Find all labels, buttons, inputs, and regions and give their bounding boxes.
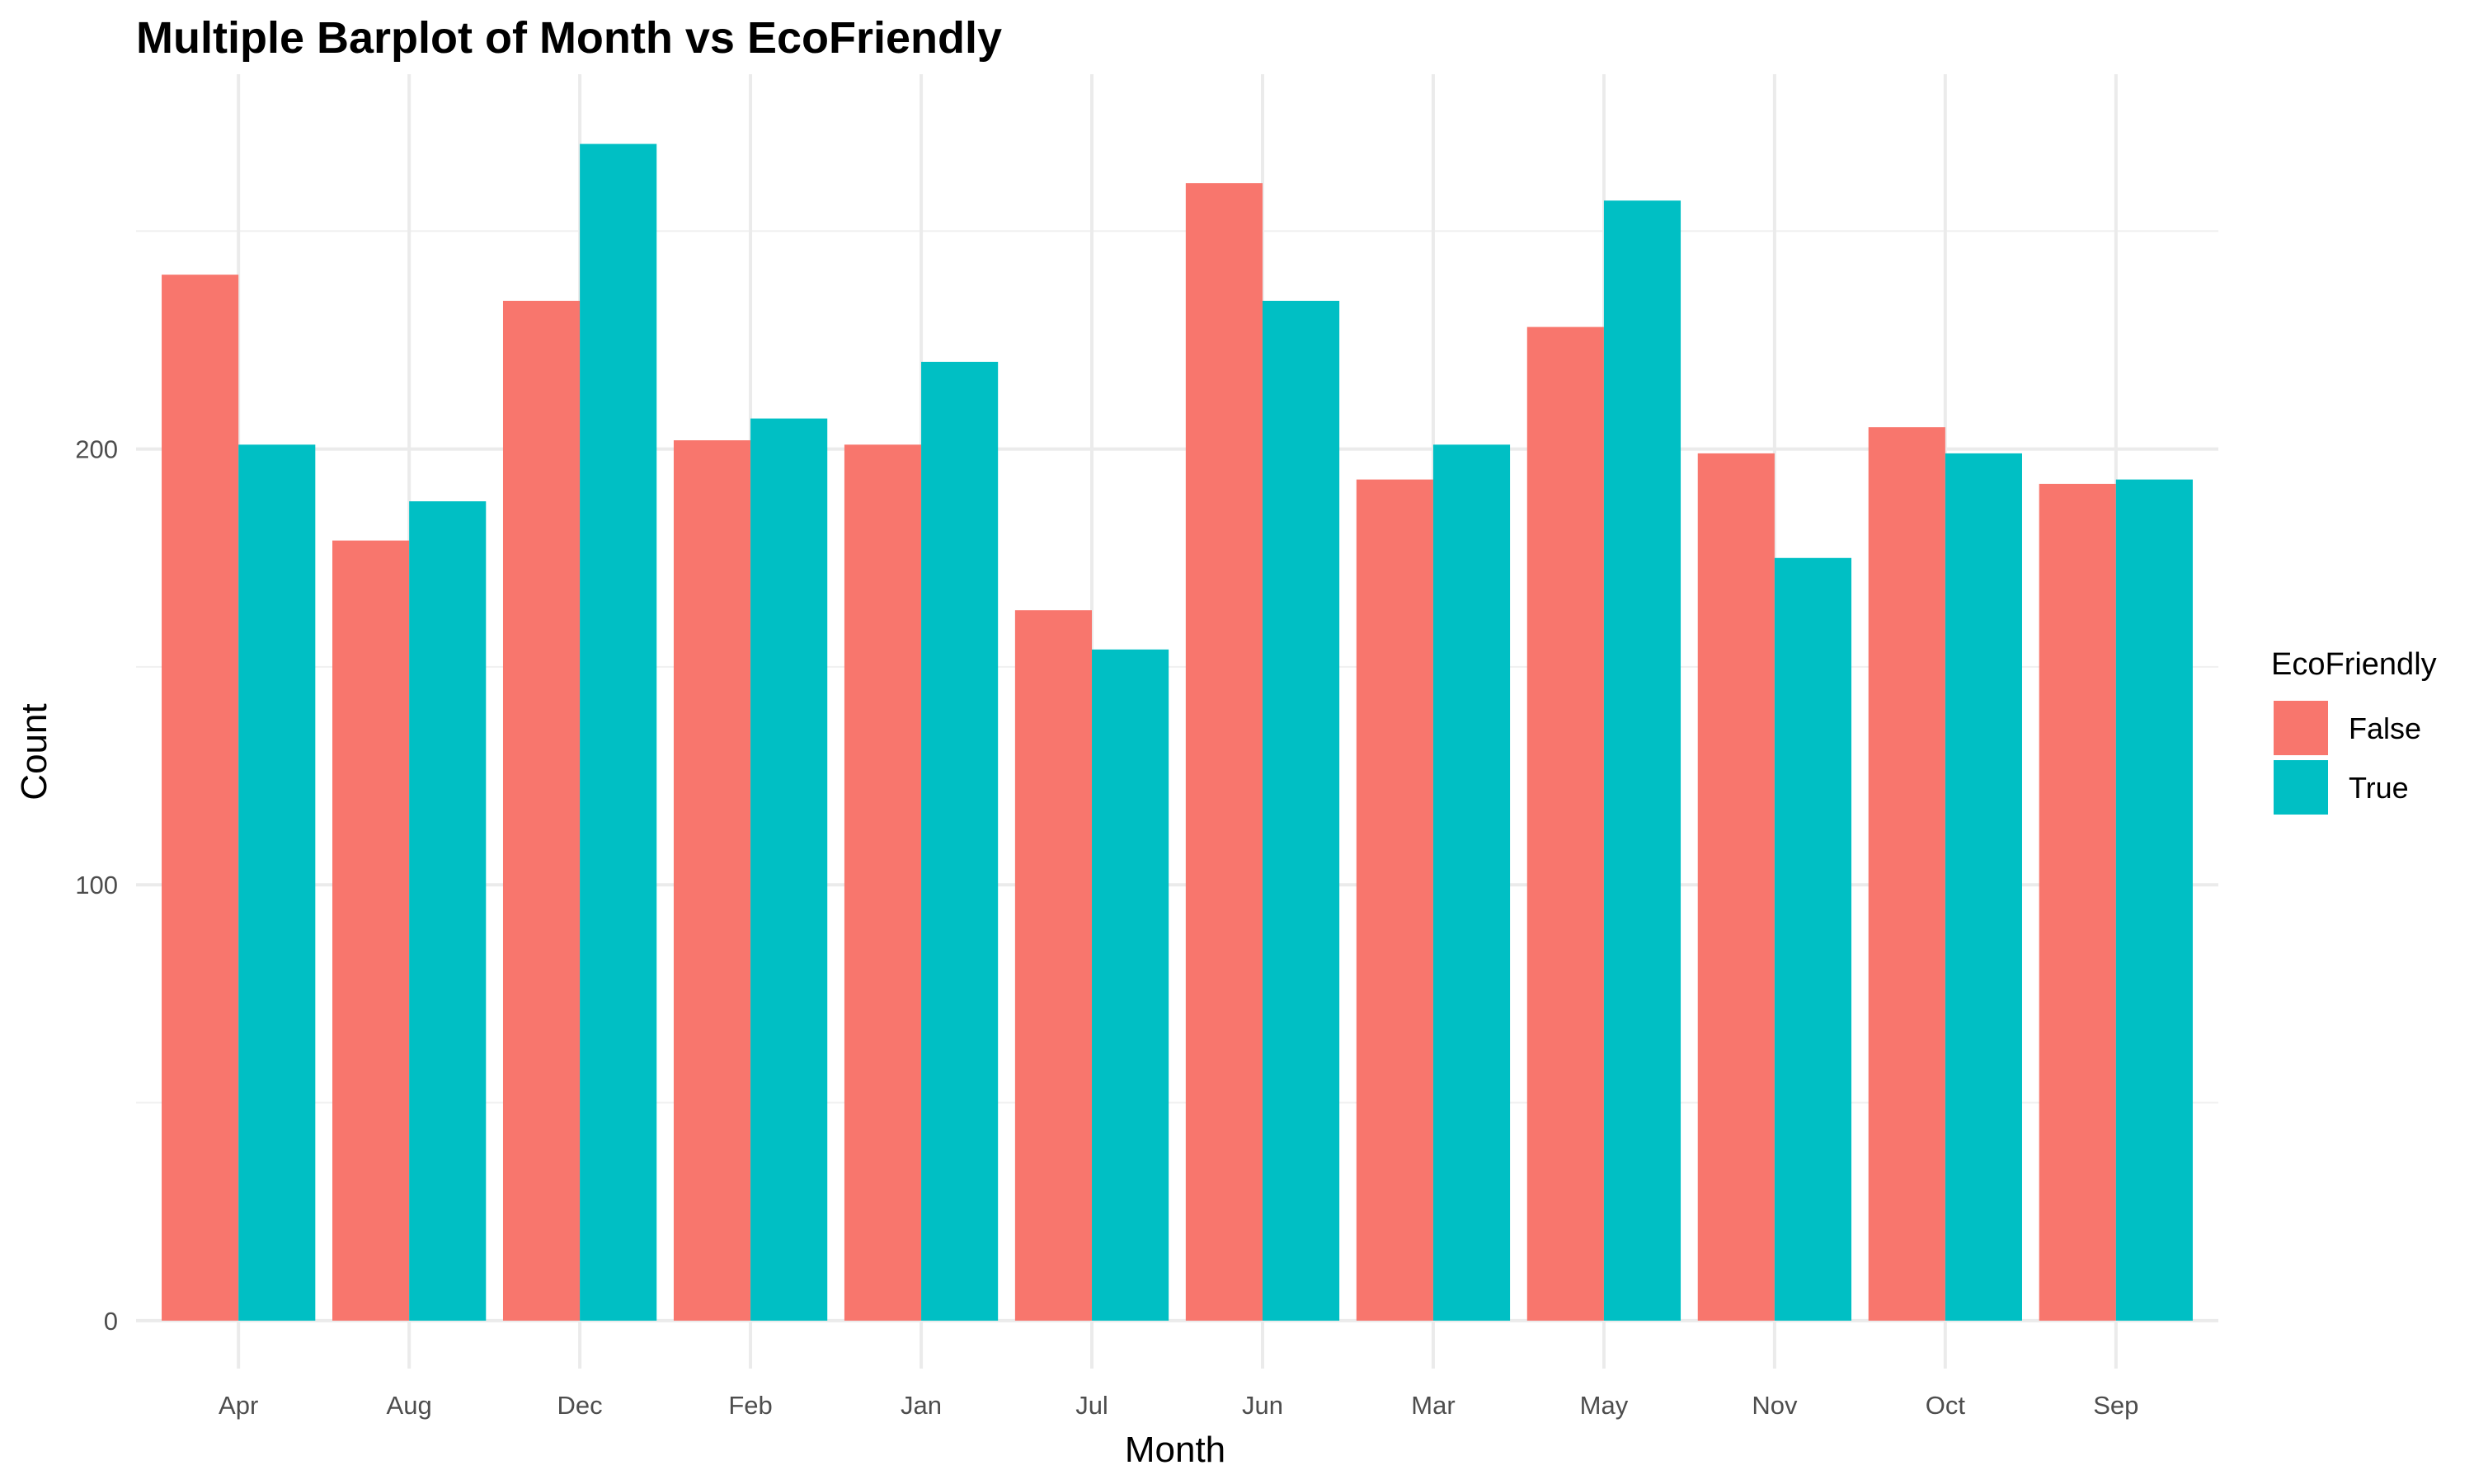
legend: EcoFriendly False True (2271, 647, 2437, 815)
chart-title: Multiple Barplot of Month vs EcoFriendly (136, 13, 1002, 63)
bar-dec-true (580, 143, 657, 1321)
bar-aug-true (409, 501, 487, 1321)
x-tick-label: Jul (1075, 1391, 1108, 1420)
x-tick-label: Sep (2093, 1391, 2138, 1420)
bar-oct-true (1945, 453, 2022, 1321)
legend-key-false (2274, 701, 2328, 755)
bar-mar-false (1356, 479, 1433, 1321)
bar-mar-true (1432, 444, 1511, 1321)
y-axis-ticks: 0 100 200 (75, 435, 118, 1336)
y-tick-label: 200 (75, 435, 118, 464)
x-tick-label: Mar (1411, 1391, 1455, 1420)
bar-apr-true (238, 444, 316, 1321)
bar-jan-true (921, 361, 999, 1321)
bar-jun-true (1262, 300, 1340, 1321)
bar-jul-false (1014, 610, 1093, 1321)
bars (162, 143, 2193, 1321)
bar-sep-true (2115, 479, 2193, 1321)
x-tick-label: May (1580, 1391, 1629, 1420)
x-tick-label: Aug (387, 1391, 432, 1420)
x-tick-label: Apr (219, 1391, 258, 1420)
x-tick-label: Feb (728, 1391, 772, 1420)
legend-label-true: True (2349, 771, 2409, 805)
x-tick-label: Jun (1242, 1391, 1283, 1420)
bar-apr-false (162, 275, 239, 1321)
y-axis-label: Count (14, 703, 54, 800)
x-tick-label: Jan (901, 1391, 942, 1420)
y-tick-label: 0 (104, 1307, 118, 1336)
bar-sep-false (2039, 483, 2116, 1321)
bar-feb-true (750, 418, 828, 1321)
legend-title: EcoFriendly (2271, 647, 2437, 682)
legend-label-false: False (2349, 711, 2421, 745)
bar-jun-false (1185, 183, 1263, 1321)
x-tick-label: Oct (1926, 1391, 1966, 1420)
legend-key-true (2274, 760, 2328, 815)
bar-nov-true (1774, 557, 1852, 1321)
x-tick-label: Nov (1752, 1391, 1798, 1420)
bar-aug-false (332, 540, 410, 1321)
x-axis-ticks: Apr Aug Dec Feb Jan Jul Jun Mar May Nov Oct Sep (219, 1391, 2138, 1420)
bar-may-false (1526, 326, 1604, 1321)
bar-nov-false (1697, 453, 1775, 1321)
bar-oct-false (1868, 427, 1945, 1321)
bar-may-true (1603, 200, 1681, 1321)
x-axis-label: Month (1125, 1430, 1225, 1470)
bar-jan-false (844, 444, 922, 1321)
x-tick-label: Dec (557, 1391, 603, 1420)
bar-jul-true (1092, 649, 1169, 1321)
bar-dec-false (502, 300, 581, 1321)
bar-feb-false (673, 440, 751, 1321)
y-tick-label: 100 (75, 871, 118, 899)
